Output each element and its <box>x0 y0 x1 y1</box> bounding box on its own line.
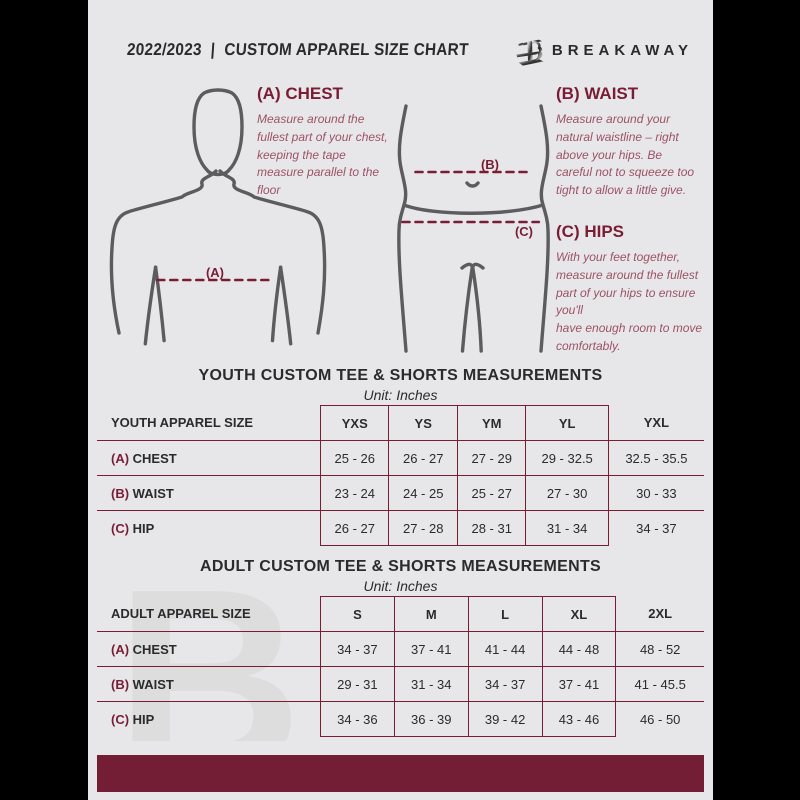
svg-text:(C): (C) <box>515 224 533 239</box>
svg-text:(B): (B) <box>481 157 499 172</box>
